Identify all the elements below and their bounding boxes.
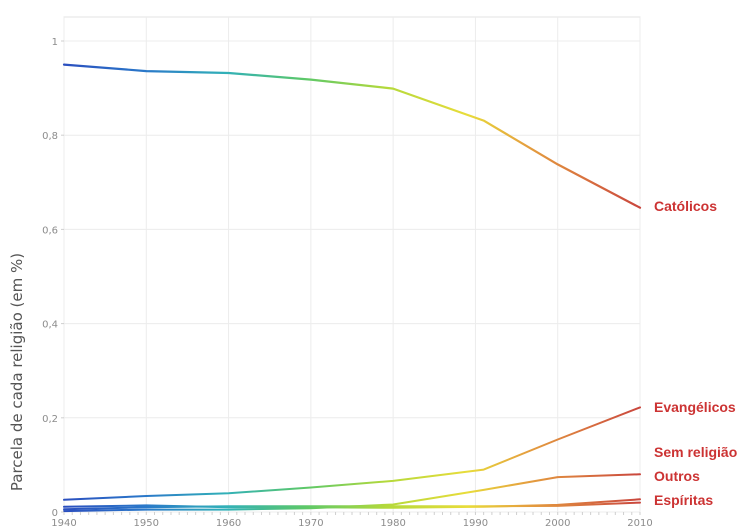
y-tick-label: 0,2 <box>42 414 58 425</box>
x-tick-label: 1970 <box>298 518 323 528</box>
series-line-1 <box>62 63 642 209</box>
series-lines <box>62 63 642 513</box>
grid-lines <box>63 17 641 513</box>
series-labels: Católicos Evangélicos Sem religião Outros Es… <box>654 198 737 508</box>
x-tick-label: 1960 <box>216 518 241 528</box>
plot-area <box>63 16 641 513</box>
series-line-4 <box>63 498 641 509</box>
x-axis-ticks: 1940 1950 1960 1970 1980 1990 2000 2010 <box>51 512 653 528</box>
series-line-3 <box>63 473 641 513</box>
series-label-3: Sem religião <box>654 444 737 460</box>
x-tick-label: 2010 <box>627 518 652 528</box>
series-label-4: Outros <box>654 468 700 484</box>
y-tick-label: 0 <box>52 508 58 519</box>
y-tick-label: 0,4 <box>42 320 58 331</box>
x-tick-label: 1990 <box>463 518 488 528</box>
x-tick-label: 1980 <box>380 518 405 528</box>
x-tick-label: 1940 <box>51 518 76 528</box>
series-line-2 <box>63 406 641 501</box>
series-label-5: Espíritas <box>654 492 713 508</box>
y-tick-label: 1 <box>52 37 58 48</box>
x-tick-label: 2000 <box>545 518 570 528</box>
y-tick-label: 0,8 <box>42 131 58 142</box>
series-label-1: Católicos <box>654 198 717 214</box>
series-label-2: Evangélicos <box>654 399 736 415</box>
y-tick-label: 0,6 <box>42 225 58 236</box>
y-axis-label: Parcela de cada religião (em %) <box>8 253 26 491</box>
x-tick-label: 1950 <box>134 518 159 528</box>
y-axis-ticks: 0 0,2 0,4 0,6 0,8 1 <box>42 37 64 519</box>
